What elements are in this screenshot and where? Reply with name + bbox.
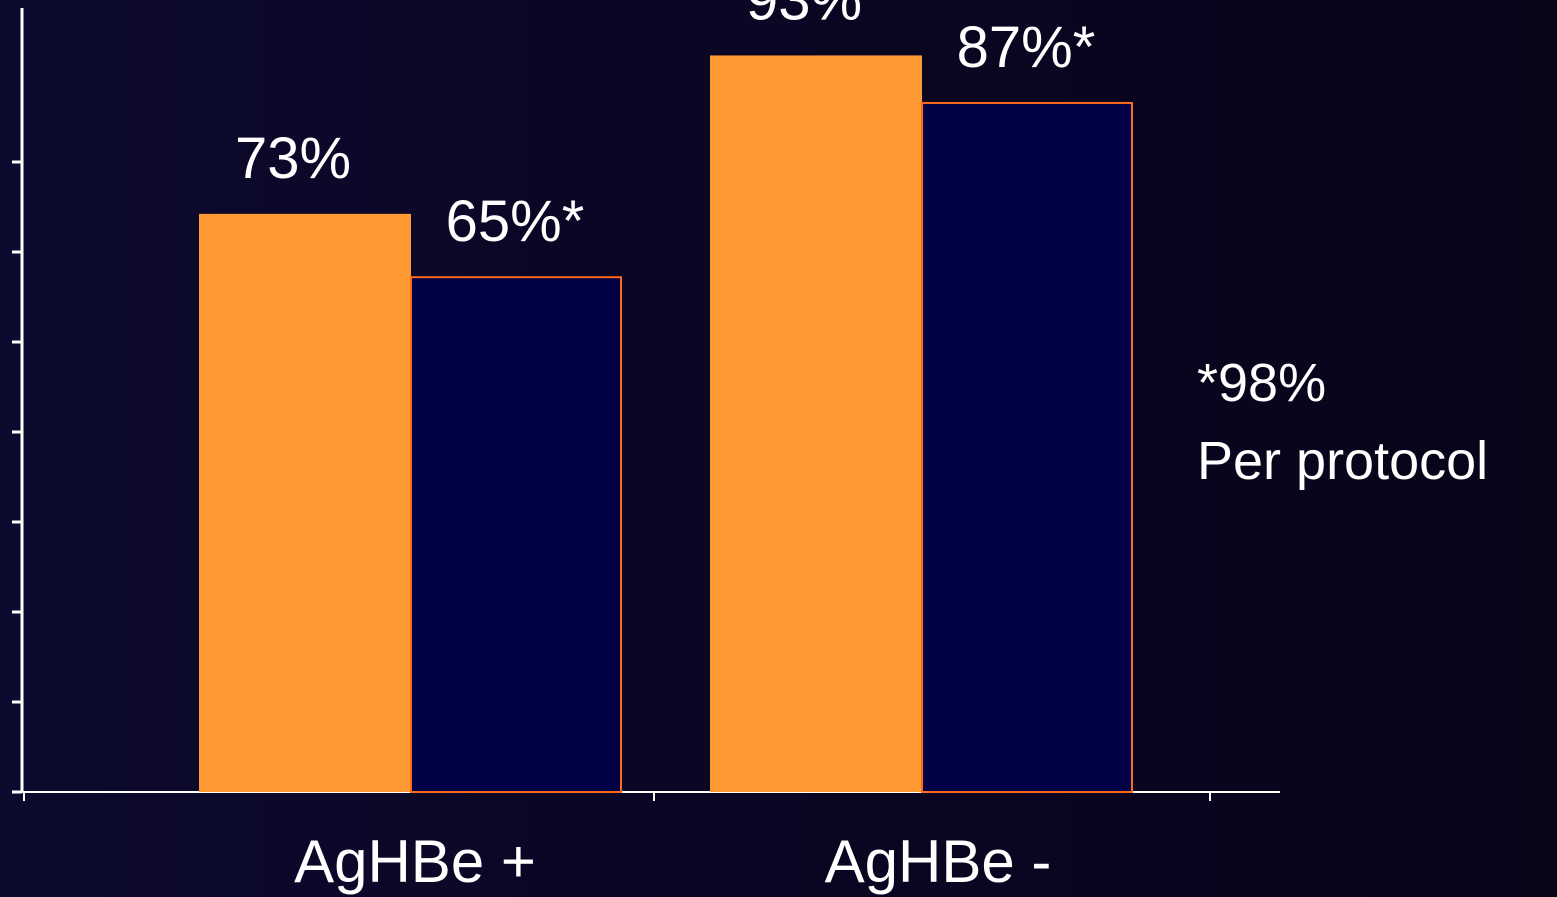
bar-value-label: 73%: [235, 126, 351, 191]
bar-series-2-aghbe-negative: [921, 101, 1133, 793]
bar-series-2-aghbe-positive: [410, 276, 622, 793]
chart-bars: [199, 55, 1133, 793]
footnote-per-protocol: Per protocol: [1197, 431, 1489, 491]
bar-value-label: 65%*: [446, 189, 585, 254]
bar-value-label: 87%*: [957, 15, 1096, 80]
bar-value-label: 93%: [746, 0, 862, 32]
chart-labels: 73% 93% 65%* 87%* AgHBe + AgHBe -: [235, 0, 1095, 895]
x-category-label: AgHBe -: [825, 828, 1052, 895]
bar-series-1-aghbe-positive: [199, 213, 411, 793]
footnote-percentage: *98%: [1197, 353, 1327, 413]
x-category-label: AgHBe +: [294, 828, 536, 895]
bar-series-1-aghbe-negative: [710, 55, 922, 792]
